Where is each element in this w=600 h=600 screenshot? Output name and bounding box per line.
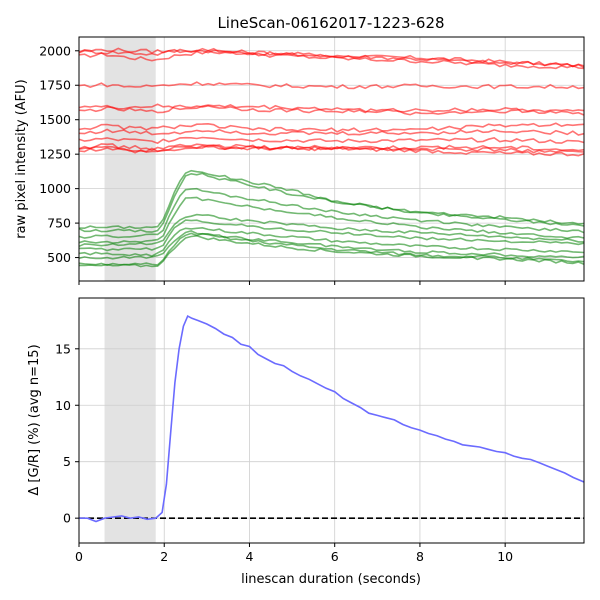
- bottom-x-tick-label: 2: [160, 549, 168, 564]
- bottom-panel: 0 2 4 6 8 10 0 5 10 15 Δ [G/R] (%) (avg n=15) lin…: [27, 297, 585, 587]
- bottom-axis-ticks: 0 2 4 6 8 10 0 5 10 15: [55, 341, 513, 564]
- bottom-y-tick-label: 10: [55, 398, 71, 413]
- top-y-tick-label: 1750: [39, 78, 71, 93]
- bottom-x-tick-label: 0: [75, 549, 83, 564]
- top-y-tick-label: 1000: [39, 181, 71, 196]
- red-channel-trace: [78, 103, 585, 116]
- bottom-y-tick-label: 15: [55, 341, 71, 356]
- red-channel-trace: [78, 104, 585, 116]
- bottom-x-tick-label: 6: [331, 549, 339, 564]
- top-y-axis-label: raw pixel intensity (AFU): [14, 79, 29, 239]
- top-y-tick-label: 750: [47, 216, 71, 231]
- green-channel-trace: [78, 172, 585, 233]
- top-green-series-group: [78, 169, 585, 268]
- bottom-plot-frame: [78, 297, 585, 544]
- bottom-x-tick-label: 10: [497, 549, 513, 564]
- red-channel-trace: [78, 47, 585, 70]
- green-channel-trace: [78, 226, 585, 257]
- top-y-tick-label: 1250: [39, 147, 71, 162]
- red-channel-trace: [78, 136, 585, 145]
- top-red-series-group: [78, 47, 585, 157]
- top-panel: 500 750 1000 1250 1500 1750 2000 raw pixel int…: [14, 36, 585, 285]
- red-channel-trace: [78, 122, 585, 133]
- red-channel-trace: [78, 144, 585, 157]
- red-channel-trace: [78, 128, 585, 136]
- top-y-tick-label: 500: [47, 250, 71, 265]
- bottom-x-axis-label: linescan duration (seconds): [241, 572, 421, 587]
- bottom-y-axis-label: Δ [G/R] (%) (avg n=15): [27, 344, 42, 495]
- bottom-y-tick-label: 0: [63, 511, 71, 526]
- red-channel-trace: [78, 81, 585, 90]
- top-axis-ticks: 500 750 1000 1250 1500 1750 2000: [39, 43, 506, 285]
- chart-title: LineScan-06162017-1223-628: [217, 14, 444, 32]
- top-plot-frame: [78, 36, 585, 282]
- delta-gr-trace: [79, 314, 585, 523]
- bottom-x-tick-label: 4: [245, 549, 253, 564]
- top-y-tick-label: 1500: [39, 112, 71, 127]
- bottom-series-group: [79, 314, 585, 523]
- green-channel-trace: [78, 196, 585, 244]
- bottom-y-tick-label: 5: [63, 454, 71, 469]
- bottom-x-tick-label: 8: [416, 549, 424, 564]
- green-channel-trace: [78, 219, 585, 252]
- green-channel-trace: [78, 213, 584, 248]
- bottom-shaded-region: [104, 298, 156, 543]
- green-channel-trace: [78, 234, 585, 268]
- top-y-tick-label: 2000: [39, 43, 71, 58]
- green-channel-trace: [78, 187, 585, 239]
- green-channel-trace: [78, 230, 585, 260]
